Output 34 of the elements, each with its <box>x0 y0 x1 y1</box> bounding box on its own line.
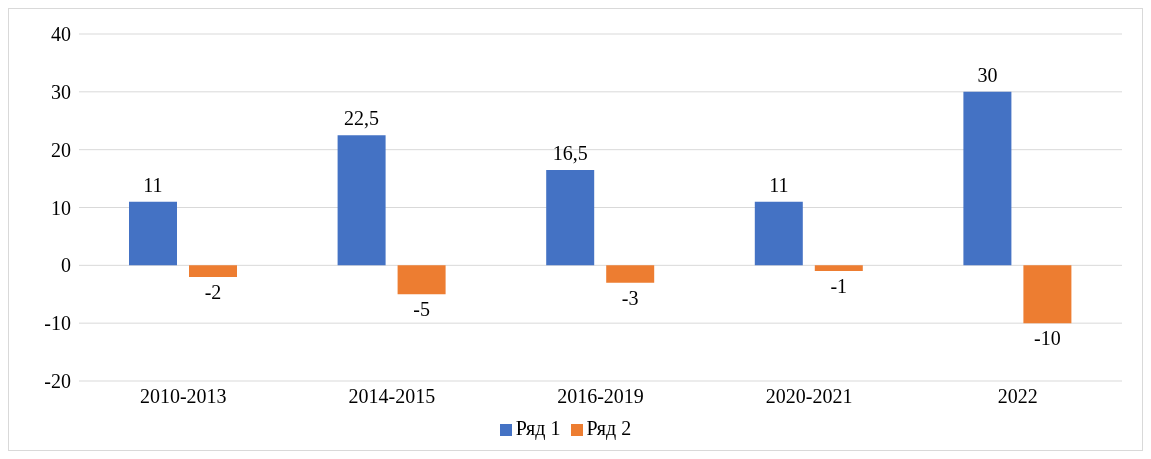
y-tick-label: 40 <box>51 23 71 46</box>
x-tick-label: 2022 <box>997 385 1038 408</box>
data-label: 22,5 <box>344 107 380 130</box>
bar <box>606 265 655 283</box>
bar <box>754 201 803 266</box>
x-tick-label: 2014-2015 <box>348 385 436 408</box>
legend-label: Ряд 2 <box>586 417 632 439</box>
x-tick-label: 2016-2019 <box>557 385 644 408</box>
y-tick-label: -10 <box>44 312 71 335</box>
y-tick-label: 10 <box>51 196 71 219</box>
bar <box>129 201 177 266</box>
data-label: 30 <box>977 63 998 86</box>
y-tick-label: 20 <box>51 138 71 161</box>
data-label: 11 <box>769 173 789 196</box>
bar <box>337 135 386 266</box>
data-label: -10 <box>1034 327 1061 350</box>
bar <box>814 265 863 272</box>
data-label: -5 <box>413 298 430 321</box>
bar <box>963 91 1012 266</box>
bar <box>397 265 446 295</box>
bar <box>546 169 595 266</box>
y-tick-label: 30 <box>51 80 71 103</box>
data-label: -2 <box>204 280 222 303</box>
data-label: 11 <box>143 173 163 196</box>
bar <box>189 265 237 277</box>
x-tick-label: 2020-2021 <box>765 385 853 408</box>
y-tick-label: 0 <box>61 254 71 277</box>
y-tick-label: -20 <box>44 370 71 393</box>
data-label: 16,5 <box>552 141 588 164</box>
bar <box>1023 265 1072 324</box>
data-label: -3 <box>621 286 639 309</box>
data-label: -1 <box>830 275 848 298</box>
legend-label: Ряд 1 <box>515 417 561 439</box>
x-tick-label: 2010-2013 <box>139 385 227 408</box>
